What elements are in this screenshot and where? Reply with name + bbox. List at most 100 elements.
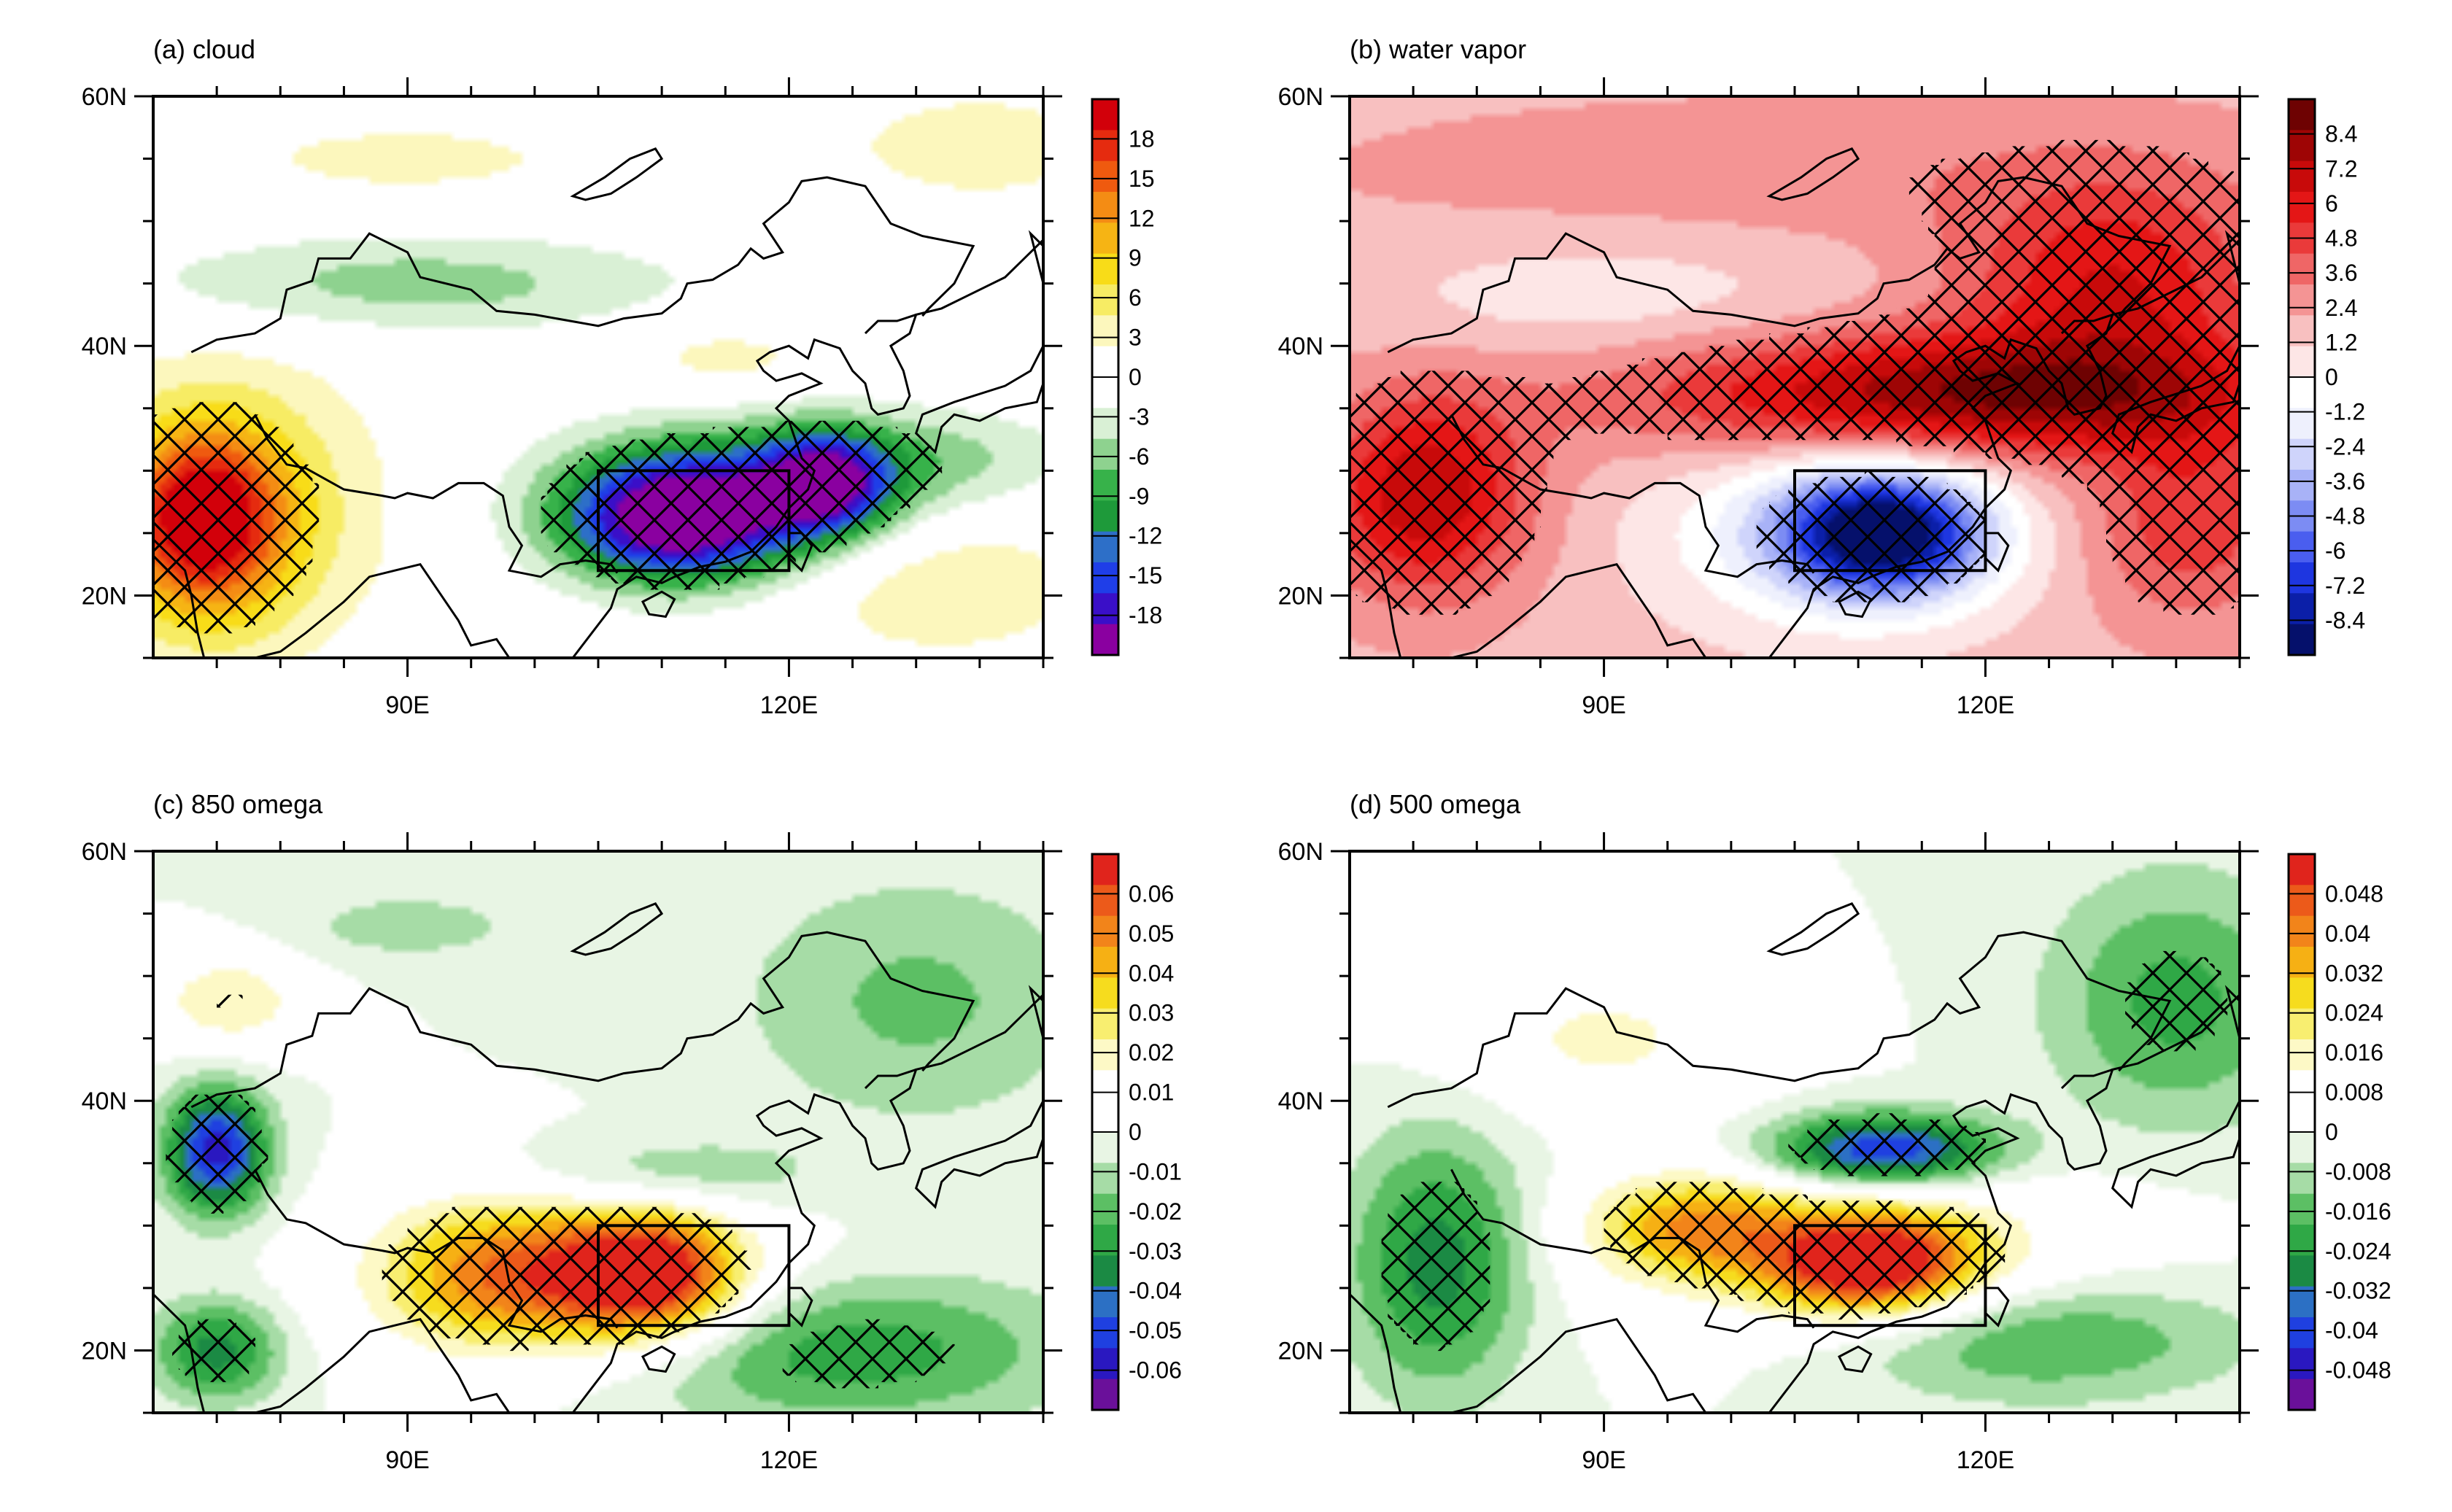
colorbar-swatch bbox=[1092, 408, 1118, 440]
colorbar-swatch bbox=[2289, 1163, 2315, 1195]
significance-hatching bbox=[166, 994, 955, 1389]
lat-tick-label: 60N bbox=[82, 838, 127, 866]
island-outline bbox=[2111, 345, 2240, 454]
significance-hatching bbox=[1381, 950, 2228, 1352]
colorbar-swatch bbox=[1092, 624, 1118, 656]
colorbar-label: -0.04 bbox=[2325, 1317, 2378, 1344]
colorbar-swatch bbox=[2289, 346, 2315, 378]
study-region-box bbox=[1793, 1224, 1987, 1327]
colorbar-label: -0.032 bbox=[2325, 1278, 2391, 1304]
map-a: 20N 40N 60N 90E 120E (a) cloud 18 15 12 9 6 3 0 -3 -6 -… bbox=[82, 34, 1163, 719]
colorbar-label: 0 bbox=[1129, 364, 1142, 390]
colorbar-swatch bbox=[2289, 1348, 2315, 1380]
colorbar-label: -0.01 bbox=[1129, 1158, 1182, 1185]
panel-850-omega: 20N 40N 60N 90E 120E (c) 850 omega 0.06 0.05 0.0… bbox=[0, 755, 1196, 1492]
colorbar-swatch bbox=[2289, 192, 2315, 223]
colorbar-swatch bbox=[1092, 346, 1118, 378]
study-region-box bbox=[1793, 469, 1987, 573]
island-outline bbox=[2224, 985, 2240, 1039]
colorbar-label: -0.02 bbox=[1129, 1198, 1182, 1225]
panel-500-omega: 20N 40N 60N 90E 120E (d) 500 omega 0.048 0.04 0.… bbox=[1196, 755, 2393, 1492]
colorbar-swatch bbox=[2289, 160, 2315, 193]
colorbar-label: -0.008 bbox=[2325, 1158, 2391, 1185]
colorbar-label: 6 bbox=[1129, 284, 1142, 311]
colorbar-label: -3.6 bbox=[2325, 468, 2365, 495]
colorbar-swatch bbox=[2289, 531, 2315, 563]
colorbar-label: 3 bbox=[1129, 325, 1142, 351]
colorbar-swatch bbox=[2289, 1132, 2315, 1163]
lat-tick-label: 20N bbox=[1278, 1337, 1323, 1365]
panel-water-vapor: 20N 40N 60N 90E 120E (b) water vapor 8.4 7.2 6 4.… bbox=[1196, 0, 2393, 737]
island-outline bbox=[914, 1100, 1043, 1209]
colorbar-swatch bbox=[1092, 1070, 1118, 1102]
colorbar-swatch bbox=[2289, 377, 2315, 408]
colorbar-swatch bbox=[2289, 1255, 2315, 1287]
colorbar-swatch bbox=[1092, 377, 1118, 408]
colorbar-label: -0.048 bbox=[2325, 1357, 2391, 1384]
colorbar-label: -1.2 bbox=[2325, 399, 2365, 425]
island-outline bbox=[2111, 1100, 2240, 1209]
map-c: 20N 40N 60N 90E 120E (c) 850 omega 0.06 0.05 0.0… bbox=[82, 789, 1182, 1474]
lon-tick-label: 120E bbox=[1957, 1446, 2014, 1474]
colorbar-label: 0.01 bbox=[1129, 1079, 1174, 1106]
colorbar-swatch bbox=[1092, 562, 1118, 594]
colorbar-label: 0.05 bbox=[1129, 920, 1174, 947]
lon-tick-label: 120E bbox=[760, 1446, 818, 1474]
colorbar-swatch bbox=[2289, 1070, 2315, 1102]
coastline bbox=[1350, 195, 2240, 658]
colorbar-swatch bbox=[1092, 915, 1118, 947]
colorbar-label: 0 bbox=[2325, 364, 2338, 390]
lon-tick-label: 90E bbox=[1582, 691, 1626, 719]
lat-tick-label: 20N bbox=[1278, 582, 1323, 610]
colorbar-swatch bbox=[1092, 885, 1118, 917]
colorbar-label: 0.016 bbox=[2325, 1039, 2383, 1066]
panel-title: (d) 500 omega bbox=[1350, 789, 1521, 819]
colorbar-swatch bbox=[1092, 1132, 1118, 1163]
lat-tick-label: 40N bbox=[1278, 333, 1323, 360]
colorbar-swatch bbox=[2289, 408, 2315, 440]
colorbar-swatch bbox=[2289, 1008, 2315, 1040]
lon-tick-label: 90E bbox=[385, 1446, 430, 1474]
country-border bbox=[1387, 176, 2172, 578]
colorbar-label: 15 bbox=[1129, 166, 1155, 192]
colorbar-label: 2.4 bbox=[2325, 295, 2357, 321]
colorbar-label: -6 bbox=[2325, 538, 2345, 564]
colorbar-swatch bbox=[1092, 1348, 1118, 1380]
colorbar-label: 12 bbox=[1129, 205, 1155, 231]
colorbar-swatch bbox=[2289, 977, 2315, 1009]
colorbar-label: -0.06 bbox=[1129, 1357, 1182, 1384]
panel-title: (b) water vapor bbox=[1350, 34, 1526, 64]
coastline bbox=[1350, 950, 2240, 1413]
colorbar-label: -8.4 bbox=[2325, 607, 2365, 633]
lat-tick-label: 20N bbox=[82, 1337, 127, 1365]
panel-cloud: 20N 40N 60N 90E 120E (a) cloud 18 15 12 9 6 3 0 -3 -6 -… bbox=[0, 0, 1196, 737]
colorbar-label: -0.04 bbox=[1129, 1278, 1182, 1304]
panel-title: (c) 850 omega bbox=[153, 789, 323, 819]
colorbar-label: -12 bbox=[1129, 523, 1162, 549]
colorbar-swatch bbox=[2289, 593, 2315, 625]
map-d: 20N 40N 60N 90E 120E (d) 500 omega 0.048 0.04 0.… bbox=[1278, 789, 2391, 1474]
colorbar-label: -0.024 bbox=[2325, 1238, 2391, 1264]
colorbar-swatch bbox=[1092, 130, 1118, 162]
colorbar-swatch bbox=[1092, 1286, 1118, 1318]
colorbar-swatch bbox=[2289, 1039, 2315, 1071]
colorbar-label: 0.03 bbox=[1129, 1000, 1174, 1026]
colorbar-swatch bbox=[1092, 1101, 1118, 1133]
colorbar-label: -0.05 bbox=[1129, 1317, 1182, 1344]
lon-tick-label: 90E bbox=[385, 691, 430, 719]
island-outline bbox=[2224, 230, 2240, 284]
island-outline bbox=[1028, 985, 1043, 1039]
colorbar-label: 7.2 bbox=[2325, 155, 2357, 182]
study-region-box bbox=[597, 469, 791, 573]
colorbar-label: -0.016 bbox=[2325, 1198, 2391, 1225]
colorbar-label: 18 bbox=[1129, 125, 1155, 152]
island-outline bbox=[1837, 590, 1873, 619]
lat-tick-label: 60N bbox=[1278, 838, 1323, 866]
colorbar-swatch bbox=[1092, 1317, 1118, 1349]
colorbar-label: 0.06 bbox=[1129, 880, 1174, 907]
lat-tick-label: 60N bbox=[82, 83, 127, 111]
colorbar-swatch bbox=[1092, 593, 1118, 625]
colorbar-label: 0 bbox=[2325, 1119, 2338, 1145]
colorbar-label: -6 bbox=[1129, 443, 1149, 470]
colorbar-label: 0.032 bbox=[2325, 960, 2383, 986]
